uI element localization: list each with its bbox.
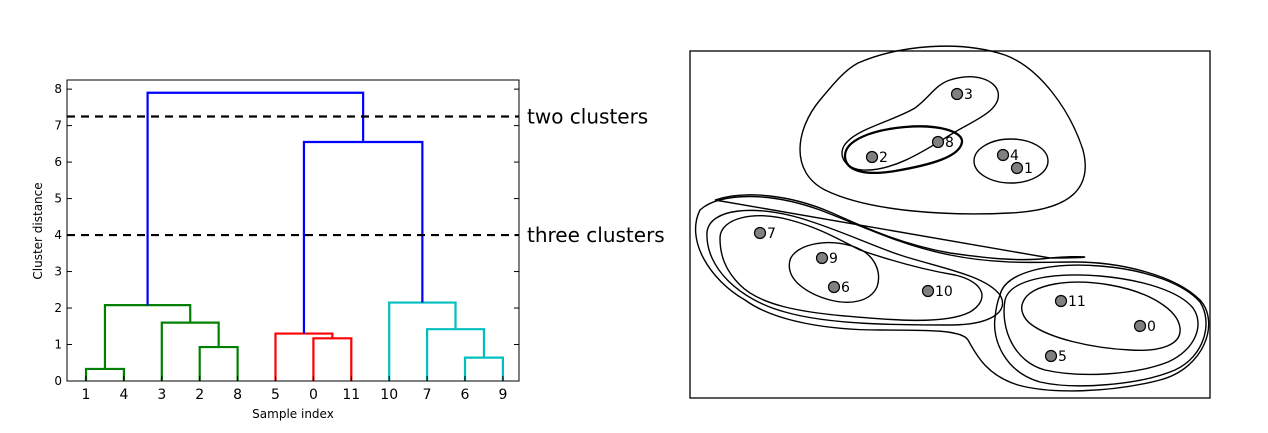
dendrogram-link	[426, 328, 486, 381]
dendrogram-link	[84, 367, 125, 381]
contour-right-mid	[1003, 274, 1199, 376]
cut-line-label: three clusters	[527, 223, 665, 247]
data-point	[753, 226, 767, 240]
contour-top-inner	[841, 76, 999, 171]
x-tick-label: 1	[82, 387, 91, 403]
x-tick-label: 4	[119, 387, 128, 403]
dendrogram-chart: two clusters three clusters 0 1 2 3 4 5 6 7 8 1 4 3…	[31, 79, 665, 421]
cluster-diagram: 0 1 2 3 4 5 6 7 8 9 10 11	[689, 45, 1211, 399]
x-tick-label: 3	[157, 387, 166, 403]
point-label: 5	[1058, 349, 1067, 365]
data-point	[996, 148, 1010, 162]
x-tick-label: 2	[195, 387, 204, 403]
data-point	[815, 251, 829, 265]
data-point	[921, 284, 935, 298]
data-point	[950, 87, 964, 101]
cluster-contours	[694, 45, 1210, 392]
point-label: 9	[829, 251, 838, 267]
dendrogram-link	[198, 345, 239, 381]
y-tick-label: 0	[54, 374, 62, 388]
point-label: 4	[1010, 148, 1019, 164]
dendrogram-link	[312, 337, 353, 381]
contour-left-mid	[706, 209, 1004, 326]
x-tick-label: 7	[423, 387, 432, 403]
data-point	[1054, 294, 1068, 308]
y-tick-label: 2	[54, 301, 62, 315]
contour-left-outer	[714, 194, 1086, 261]
point-label: 1	[1024, 161, 1033, 177]
contour-2-8	[843, 125, 964, 175]
cluster-frame	[689, 50, 1211, 399]
point-label: 2	[879, 150, 888, 166]
contour-left-outer-real	[694, 195, 1210, 392]
y-tick-label: 8	[54, 82, 62, 96]
cut-lines: two clusters three clusters	[67, 104, 665, 247]
dendrogram-link	[463, 356, 504, 381]
data-point	[827, 280, 841, 294]
data-point	[1133, 319, 1147, 333]
cut-line-label: two clusters	[527, 104, 648, 128]
x-axis-label: Sample index	[252, 407, 334, 421]
point-label: 7	[767, 226, 776, 242]
y-tick-label: 6	[54, 155, 62, 169]
point-label: 3	[964, 87, 973, 103]
x-axis-ticks: 1 4 3 2 8 5 0 11 10 7 6 9	[82, 376, 507, 403]
dendrogram-links	[84, 91, 504, 381]
x-tick-label: 0	[309, 387, 318, 403]
y-tick-label: 3	[54, 265, 62, 279]
data-point	[865, 150, 879, 164]
point-label: 0	[1147, 319, 1156, 335]
data-point	[931, 135, 945, 149]
point-label: 10	[935, 284, 953, 300]
x-tick-label: 5	[271, 387, 280, 403]
contour-left-inner	[719, 214, 983, 322]
contour-right-outer	[993, 264, 1207, 387]
dendrogram-link	[302, 140, 424, 334]
y-tick-label: 7	[54, 119, 62, 133]
data-point	[1044, 349, 1058, 363]
dendrogram-link	[103, 304, 192, 369]
y-axis-label: Cluster distance	[31, 182, 45, 279]
dendrogram-link	[146, 91, 365, 306]
contour-top-outer	[799, 45, 1086, 215]
y-axis-ticks: 0 1 2 3 4 5 6 7 8	[54, 82, 519, 388]
x-tick-label: 10	[380, 387, 398, 403]
point-label: 6	[841, 280, 850, 296]
dendrogram-link	[388, 301, 457, 381]
dendrogram-frame	[66, 79, 520, 382]
x-tick-label: 9	[498, 387, 507, 403]
data-point	[1010, 161, 1024, 175]
dendrogram-link	[274, 332, 334, 381]
y-tick-label: 1	[54, 338, 62, 352]
x-tick-label: 11	[342, 387, 360, 403]
contour-11-0	[1021, 281, 1181, 352]
y-tick-label: 4	[54, 228, 62, 242]
dendrogram-link	[160, 321, 220, 381]
x-tick-label: 8	[233, 387, 242, 403]
point-label: 11	[1068, 294, 1086, 310]
y-tick-label: 5	[54, 192, 62, 206]
x-tick-label: 6	[461, 387, 470, 403]
contour-4-1	[973, 138, 1049, 184]
cluster-points: 0 1 2 3 4 5 6 7 8 9 10 11	[753, 87, 1156, 365]
contour-9-6	[788, 242, 880, 303]
point-label: 8	[945, 135, 954, 151]
